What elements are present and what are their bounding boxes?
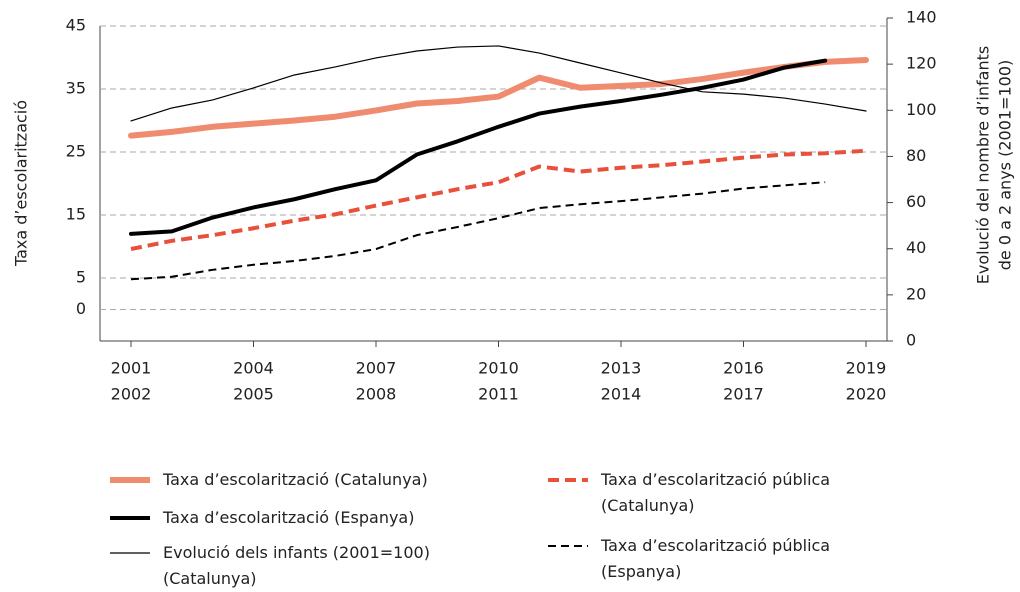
legend-item: Taxa d’escolarització pública (Catalunya… [548,467,838,519]
x-tick-label: 2004 [233,359,274,378]
x-tick-label: 2011 [478,385,519,404]
x-tick-label: 2014 [601,385,642,404]
y-tick-label: 0 [76,299,86,318]
line-series [130,181,826,281]
y2-tick-label: 20 [906,284,926,303]
x-tick-label: 2019 [846,359,887,378]
y-tick-label: 45 [66,16,86,35]
line-series [128,57,869,139]
line-series [130,45,867,122]
legend-label: Evolució dels infants (2001=100) (Catalu… [163,543,430,588]
legend-label: Taxa d’escolarització (Espanya) [163,508,415,527]
y2-tick-label: 100 [906,100,937,119]
y2-axis-label: Evolució del nombre d’infants [974,46,993,284]
legend-label: Taxa d’escolarització (Catalunya) [163,470,428,489]
x-tick-label: 2010 [478,359,519,378]
x-tick-label: 2007 [356,359,397,378]
legend-swatch [548,478,588,482]
legend-swatch [548,545,588,547]
y2-tick-label: 80 [906,146,926,165]
legend-item: Taxa d’escolarització (Catalunya) [110,467,450,493]
line-series [129,58,828,236]
legend-label: Taxa d’escolarització pública (Catalunya… [601,470,831,515]
y2-tick-label: 0 [906,331,916,350]
y-tick-label: 25 [66,142,86,161]
legend-item: Taxa d’escolarització pública (Espanya) [548,533,838,585]
x-tick-label: 2016 [723,359,764,378]
y2-tick-label: 120 [906,54,937,73]
x-tick-label: 2008 [356,385,397,404]
line-series [130,148,867,251]
y2-tick-label: 60 [906,192,926,211]
x-tick-label: 2017 [723,385,764,404]
x-tick-label: 2002 [111,385,152,404]
x-tick-label: 2001 [111,359,152,378]
legend-swatch [110,477,150,483]
y-tick-label: 35 [66,79,86,98]
y2-axis-label: de 0 a 2 anys (2001=100) [996,60,1015,271]
x-tick-label: 2013 [601,359,642,378]
y-tick-label: 5 [76,268,86,287]
y-tick-label: 15 [66,205,86,224]
x-tick-label: 2005 [233,385,274,404]
legend-item: Evolució dels infants (2001=100) (Catalu… [110,540,440,592]
x-tick-label: 2020 [846,385,887,404]
legend-item: Taxa d’escolarització (Espanya) [110,505,450,531]
y2-tick-label: 140 [906,8,937,27]
legend-swatch [110,516,150,520]
chart: Taxa d’escolarització Evolució del nombr… [12,8,1015,404]
y2-tick-label: 40 [906,238,926,257]
legend-label: Taxa d’escolarització pública (Espanya) [601,536,831,581]
y-axis-label: Taxa d’escolarització [12,100,31,267]
legend-swatch [110,552,150,554]
